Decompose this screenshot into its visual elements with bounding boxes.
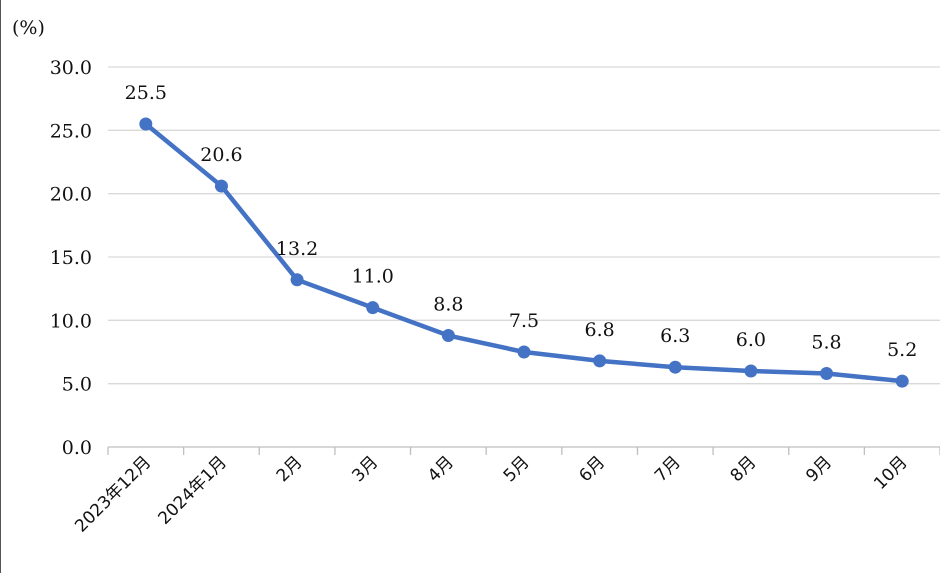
x-tick-label: 2023年12月 xyxy=(71,452,155,536)
data-label: 5.2 xyxy=(887,339,917,361)
series-line xyxy=(143,121,905,384)
y-tick-label: 10.0 xyxy=(50,310,92,332)
data-label: 11.0 xyxy=(352,266,394,288)
data-point xyxy=(139,117,153,131)
x-tick-label: 8月 xyxy=(727,452,761,486)
y-tick-label: 20.0 xyxy=(50,184,92,206)
data-point xyxy=(895,374,909,388)
data-label: 6.3 xyxy=(660,325,690,347)
data-label: 6.8 xyxy=(585,319,615,341)
data-label: 6.0 xyxy=(736,329,766,351)
data-point xyxy=(290,273,304,287)
data-label: 7.5 xyxy=(509,310,539,332)
y-tick-label: 15.0 xyxy=(50,247,92,269)
data-point xyxy=(593,354,607,368)
x-tick-label: 2月 xyxy=(273,452,307,486)
x-axis: 2023年12月 2024年1月 2月 3月 4月 5月 6月 7月 8月 9月 10月 xyxy=(71,446,940,536)
data-label: 13.2 xyxy=(276,238,318,260)
x-tick-label: 7月 xyxy=(651,452,685,486)
data-point xyxy=(820,367,834,381)
y-tick-label: 30.0 xyxy=(50,57,92,79)
data-label: 20.6 xyxy=(200,144,242,166)
x-tick-label: 3月 xyxy=(348,452,382,486)
gridlines xyxy=(108,66,940,385)
x-tick-label: 2024年1月 xyxy=(155,452,231,528)
data-label: 5.8 xyxy=(811,332,841,354)
x-tick-label: 9月 xyxy=(802,452,836,486)
data-label: 8.8 xyxy=(433,294,463,316)
x-tick-label: 5月 xyxy=(500,452,534,486)
data-point xyxy=(668,360,682,374)
y-tick-label: 5.0 xyxy=(62,374,92,396)
data-point xyxy=(366,301,380,315)
data-point xyxy=(214,179,228,193)
data-point xyxy=(517,345,531,359)
data-point xyxy=(441,329,455,343)
x-tick-label: 10月 xyxy=(870,452,911,493)
data-point xyxy=(744,364,758,378)
y-axis-ticks: 0.0 5.0 10.0 15.0 20.0 25.0 30.0 xyxy=(50,57,92,459)
y-axis-unit-label: (%) xyxy=(12,17,45,39)
x-tick-label: 6月 xyxy=(575,452,609,486)
series-group xyxy=(139,117,909,388)
data-label: 25.5 xyxy=(125,82,167,104)
data-labels: 25.5 20.6 13.2 11.0 8.8 7.5 6.8 6.3 6.0 5.8 5.2 xyxy=(125,82,918,361)
x-tick-label: 4月 xyxy=(424,452,458,486)
y-tick-label: 0.0 xyxy=(62,437,92,459)
y-tick-label: 25.0 xyxy=(50,120,92,142)
